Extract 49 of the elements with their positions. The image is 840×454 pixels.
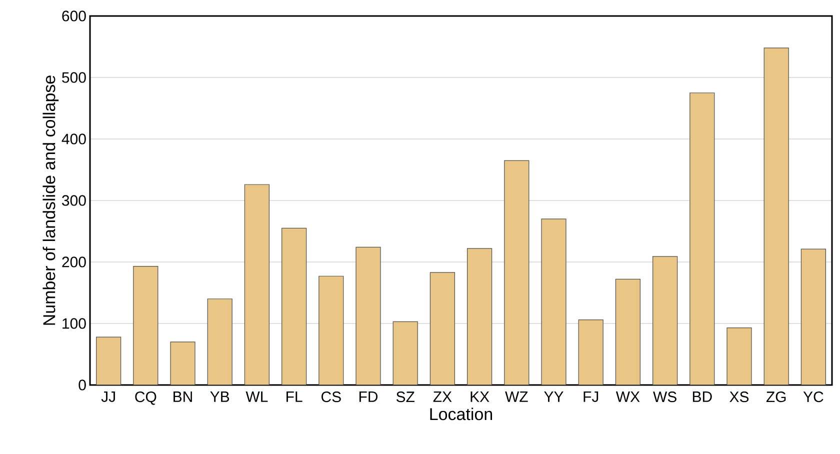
bar (467, 248, 492, 385)
y-tick-label: 300 (62, 195, 86, 206)
x-tick-label: WX (616, 392, 640, 402)
bar (541, 218, 566, 385)
bar (504, 160, 530, 385)
x-tick-label: FL (286, 392, 302, 402)
y-tick-label: 0 (78, 380, 86, 390)
x-tick-label: BD (692, 392, 712, 402)
bar (578, 319, 604, 385)
x-tick-label: YC (803, 392, 824, 402)
bar (244, 184, 270, 385)
bar (690, 92, 715, 385)
x-tick-label: WS (653, 392, 676, 402)
bar (392, 321, 418, 385)
bar (800, 248, 826, 385)
x-tick-label: JJ (101, 392, 115, 402)
x-tick-label: WZ (505, 392, 528, 402)
x-tick-label: YB (210, 392, 230, 402)
y-tick-label: 200 (62, 256, 86, 268)
x-tick-label: ZX (433, 392, 452, 402)
y-tick-label: 600 (62, 10, 86, 22)
bar (764, 48, 789, 385)
x-tick-label: SZ (396, 392, 414, 402)
bar (96, 336, 122, 385)
x-tick-label: CS (322, 392, 341, 402)
bar (133, 266, 158, 385)
x-tick-label: CQ (135, 392, 156, 405)
x-tick-label: KX (470, 392, 490, 402)
y-tick-label: 400 (62, 134, 86, 144)
y-tick-label: 100 (62, 318, 86, 329)
bar (282, 228, 307, 385)
x-tick-label: XS (730, 392, 749, 402)
x-tick-label: FD (359, 392, 378, 402)
bar (170, 342, 196, 385)
y-tick-label: 500 (62, 72, 86, 83)
x-tick-label: YY (544, 392, 564, 402)
x-tick-label: FJ (584, 392, 598, 402)
y-axis-title: Number of landslide and collapse (42, 76, 59, 325)
bar (318, 276, 344, 385)
x-tick-label: BN (174, 392, 192, 402)
bar (430, 272, 455, 385)
x-axis-title: Location (430, 408, 492, 420)
bar (615, 278, 640, 385)
x-tick-label: ZG (766, 392, 786, 402)
bar (356, 246, 381, 385)
bar (652, 256, 678, 385)
bar (207, 298, 232, 385)
bar (726, 327, 752, 385)
x-tick-label: WL (246, 392, 268, 402)
